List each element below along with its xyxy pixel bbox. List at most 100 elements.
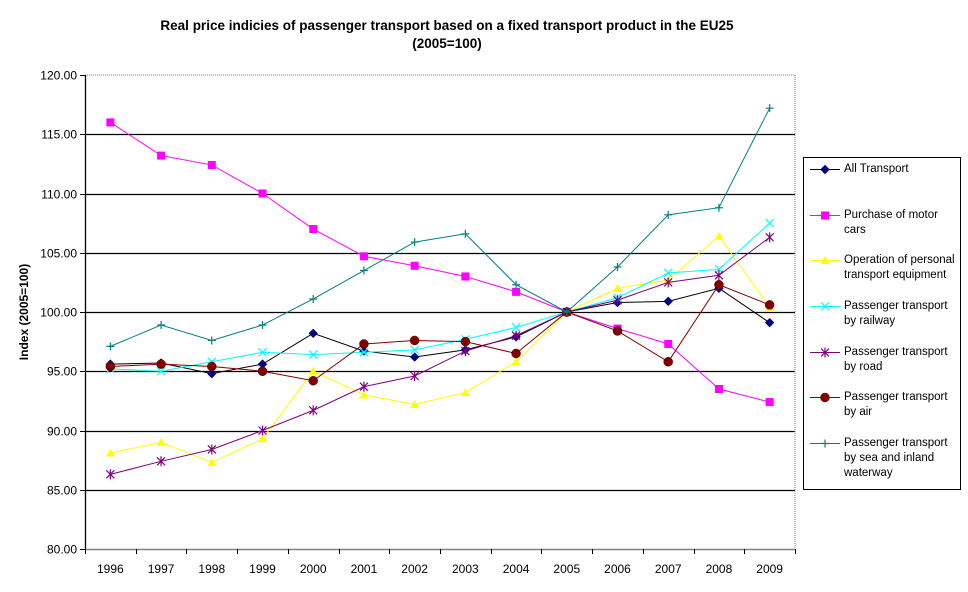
x-tick-label: 2006	[604, 562, 631, 576]
data-point	[410, 261, 419, 270]
x-tick-label: 1998	[198, 562, 225, 576]
data-point	[359, 390, 369, 399]
y-tick-labels: 80.00 85.00 90.00 95.00 100.00 105.00 110.00 11…	[40, 69, 77, 557]
data-point	[257, 366, 268, 376]
y-tick-label: 115.00	[41, 128, 77, 142]
chart-subtitle: (2005=100)	[412, 36, 482, 51]
legend-label-line: Passenger transport	[844, 391, 948, 403]
data-point	[512, 287, 521, 296]
legend-label: Purchase of motor cars	[844, 208, 962, 238]
data-point	[765, 398, 774, 407]
data-point	[258, 434, 267, 443]
data-point	[460, 336, 471, 347]
data-point	[511, 357, 521, 366]
data-point	[106, 118, 115, 127]
data-point	[613, 262, 622, 271]
y-tick-label: 100.00	[40, 306, 77, 320]
data-point	[156, 437, 166, 446]
legend-label: Passenger transport by air	[844, 390, 962, 420]
series-line	[110, 235, 771, 464]
data-point	[308, 405, 318, 416]
x-tick-label: 2009	[756, 562, 783, 576]
data-point	[765, 104, 774, 113]
data-point	[663, 277, 673, 288]
data-point	[258, 321, 267, 330]
y-tick-label: 120.00	[40, 69, 77, 83]
data-point	[309, 225, 318, 234]
data-point	[156, 366, 166, 376]
x-tick-label: 2004	[503, 562, 530, 576]
data-point	[664, 210, 673, 219]
series-5	[105, 279, 775, 386]
data-point	[105, 361, 116, 372]
legend-label-line: Passenger transport	[844, 346, 948, 358]
data-point	[409, 352, 420, 362]
data-point	[207, 161, 216, 170]
x-tick-label: 1997	[148, 562, 175, 576]
x-tick-label: 1996	[97, 562, 124, 576]
data-point	[663, 357, 673, 367]
x-tick-label: 2002	[401, 562, 428, 576]
legend-label: Passenger transport by road	[844, 345, 962, 375]
data-point	[156, 359, 166, 369]
legend-label: All Transport	[844, 162, 962, 177]
data-point	[562, 308, 571, 316]
legend-marker	[820, 302, 830, 311]
series-6	[106, 104, 774, 351]
y-tick-label: 110.00	[41, 188, 77, 202]
series-line	[110, 222, 770, 372]
data-point	[613, 295, 622, 306]
series-line	[110, 236, 770, 475]
data-point	[308, 375, 318, 386]
legend-label-line: All Transport	[844, 163, 909, 175]
data-point	[207, 368, 217, 379]
data-point	[157, 151, 166, 160]
legend-swatch	[810, 256, 840, 264]
data-point	[308, 366, 318, 375]
data-point	[207, 457, 217, 466]
data-point	[359, 381, 369, 392]
legend-label-line: cars	[844, 224, 866, 236]
data-point	[765, 218, 775, 228]
data-point	[410, 238, 419, 247]
legend-swatch	[810, 439, 840, 448]
legend-label: Operation of personal transport equipment	[844, 253, 962, 283]
data-point	[664, 339, 673, 348]
legend: All Transport Purchase of motor cars Operat…	[803, 157, 961, 490]
series-line	[110, 284, 770, 382]
legend-label: Passenger transport by sea and inland wate…	[844, 436, 962, 481]
data-point	[258, 189, 267, 198]
data-point	[461, 272, 470, 281]
legend-label-line: waterway	[844, 467, 893, 479]
data-point	[157, 321, 166, 330]
data-point	[308, 328, 318, 339]
y-tick-label: 90.00	[47, 425, 77, 439]
data-point	[714, 231, 724, 240]
data-point	[207, 444, 217, 455]
gridlines	[85, 133, 795, 492]
series-line	[110, 121, 770, 403]
series-line	[110, 287, 770, 375]
series-line	[110, 107, 771, 347]
legend-swatch	[810, 164, 840, 175]
legend-label-line: by road	[844, 361, 883, 373]
data-point	[511, 322, 521, 332]
data-point	[410, 370, 420, 381]
data-point	[714, 385, 723, 394]
x-tick-label: 2003	[452, 562, 479, 576]
legend-swatch	[810, 302, 840, 311]
legend-swatch	[810, 347, 840, 358]
legend-label-line: Operation of personal	[844, 254, 955, 266]
series-4	[105, 232, 775, 480]
data-point	[258, 425, 267, 436]
data-point	[410, 345, 420, 355]
x-tick-label: 2000	[300, 562, 327, 576]
x-tick-label: 2007	[655, 562, 682, 576]
series-3	[105, 218, 775, 376]
data-point	[764, 300, 775, 310]
legend-label-line: Passenger transport	[844, 300, 948, 312]
legend-label-line: Purchase of motor	[844, 209, 938, 221]
data-point	[663, 296, 673, 307]
data-point	[461, 229, 470, 238]
x-tick-label: 2001	[351, 562, 378, 576]
